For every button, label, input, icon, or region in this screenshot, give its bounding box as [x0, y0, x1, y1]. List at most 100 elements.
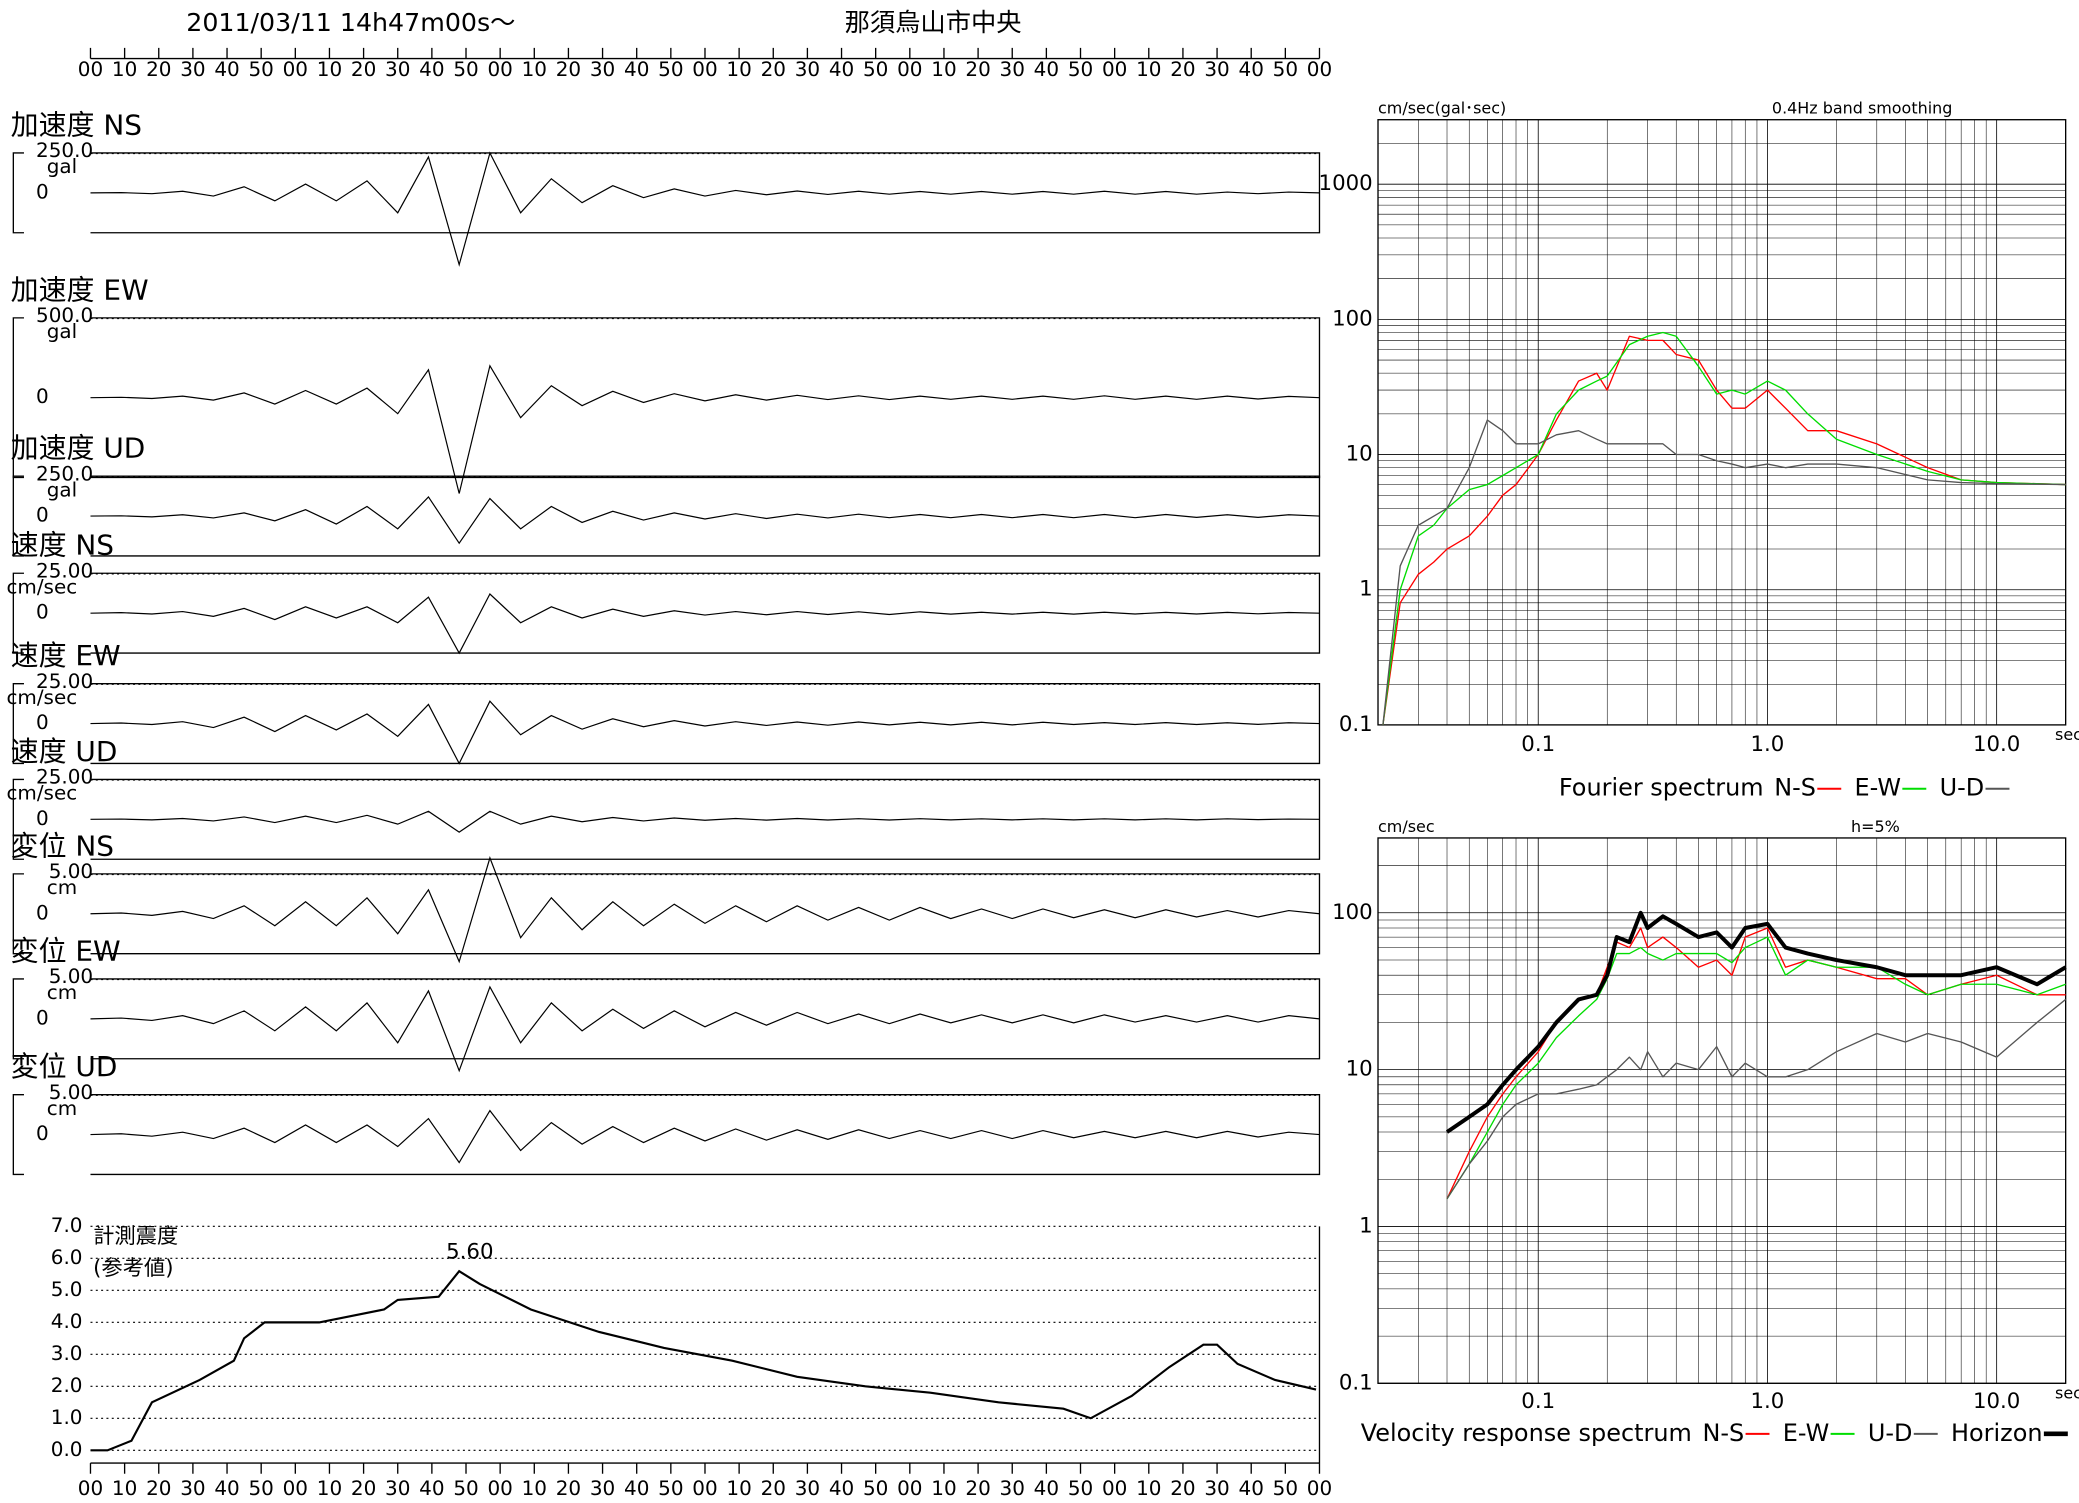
x-tick-label: 20	[146, 1476, 171, 1500]
line	[1446, 927, 2066, 1200]
x-tick-label: 20	[146, 57, 171, 81]
x-tick-label: 40	[1034, 1476, 1059, 1500]
x-tick-label: 0.1	[1521, 732, 1555, 757]
legend-label: E-W	[1855, 774, 1901, 802]
x-tick-label: 50	[863, 1476, 888, 1500]
y-tick-label: 1000	[1319, 171, 1373, 196]
x-tick-label: 00	[487, 57, 512, 81]
y-tick-label: 500.0	[36, 303, 93, 327]
trace-bracket	[12, 778, 24, 860]
x-tick-label: 30	[385, 1476, 410, 1500]
x-tick-label: 00	[897, 1476, 922, 1500]
x-tick-label: 20	[965, 57, 990, 81]
x-tick-label: 20	[1170, 1476, 1195, 1500]
x-tick-label: 20	[351, 1476, 376, 1500]
y-axis-label: 計測震度	[93, 1224, 178, 1249]
x-tick-label: 00	[283, 1476, 308, 1500]
y-tick-label: 5.0	[51, 1277, 83, 1301]
x-tick-label: 20	[351, 57, 376, 81]
y-tick-label: 5.00	[49, 1080, 93, 1104]
line	[1446, 998, 2067, 1200]
line	[1382, 419, 2066, 725]
x-tick-label: 50	[248, 57, 273, 81]
y-unit: cm	[47, 1096, 77, 1120]
x-tick-label: 20	[556, 1476, 581, 1500]
x-tick-label: 00	[1102, 57, 1127, 81]
x-tick-label: 10	[931, 57, 956, 81]
x-axis-label: sec	[2055, 1383, 2079, 1402]
waveform	[90, 364, 1320, 494]
x-axis-label: sec	[2055, 725, 2079, 744]
x-tick-label: 00	[1307, 57, 1332, 81]
x-tick-label: 40	[1034, 57, 1059, 81]
trace-label: 速度 UD	[11, 735, 118, 768]
y-unit: cm/sec	[6, 781, 77, 805]
x-tick-label: 20	[761, 57, 786, 81]
x-tick-label: 40	[419, 1476, 444, 1500]
legend-title: Fourier spectrum	[1559, 774, 1764, 802]
legend-label: Horizon	[1951, 1419, 2043, 1447]
y-tick-label: 5.00	[49, 859, 93, 883]
x-tick-label: 50	[863, 57, 888, 81]
x-tick-label: 10	[112, 1476, 137, 1500]
x-tick-label: 30	[1000, 1476, 1025, 1500]
x-tick-label: 10	[1136, 1476, 1161, 1500]
y-tick-label: 0.1	[1339, 1370, 1373, 1395]
trace-label: 加速度 EW	[11, 273, 149, 306]
y-tick-label: 5.00	[49, 964, 93, 988]
x-tick-label: 10	[112, 57, 137, 81]
x-tick-label: 00	[78, 57, 103, 81]
y-unit: cm	[47, 875, 77, 899]
x-tick-label: 40	[624, 1476, 649, 1500]
line	[90, 1269, 1317, 1452]
line	[1382, 331, 2066, 725]
legend-title: Velocity response spectrum	[1361, 1419, 1692, 1447]
chart-subtitle: 那須烏山市中央	[845, 8, 1022, 37]
y-unit: cm/sec	[6, 685, 77, 709]
trace-label: 変位 NS	[11, 829, 114, 862]
trace-label: 変位 EW	[11, 934, 121, 967]
trace-label: 加速度 NS	[11, 108, 142, 141]
plot-frame	[1377, 837, 2067, 1384]
x-tick-label: 10	[1136, 57, 1161, 81]
x-tick-label: 0.1	[1521, 1389, 1555, 1414]
x-tick-label: 10	[522, 1476, 547, 1500]
legend-label: E-W	[1783, 1419, 1829, 1447]
trace-label: 変位 UD	[11, 1050, 118, 1083]
x-tick-label: 40	[829, 57, 854, 81]
trace-bracket	[12, 873, 24, 955]
y-tick-label: 10	[1346, 442, 1373, 467]
x-tick-label: 50	[1068, 1476, 1093, 1500]
x-tick-label: 00	[487, 1476, 512, 1500]
x-tick-label: 30	[795, 1476, 820, 1500]
x-tick-label: 30	[590, 1476, 615, 1500]
x-tick-label: 50	[248, 1476, 273, 1500]
y-tick-label: 25.00	[36, 669, 93, 693]
x-tick-label: 00	[897, 57, 922, 81]
y-tick-label: 25.00	[36, 765, 93, 789]
x-tick-label: 10	[726, 1476, 751, 1500]
x-tick-label: 30	[1204, 1476, 1229, 1500]
y-tick-label: 100	[1332, 900, 1373, 925]
y-tick-label: 1	[1359, 1213, 1373, 1238]
y-tick-label: 0	[36, 179, 49, 203]
y-unit: gal	[47, 154, 77, 178]
y-axis-label: cm/sec(gal･sec)	[1378, 99, 1506, 118]
x-tick-label: 50	[453, 1476, 478, 1500]
y-tick-label: 6.0	[51, 1245, 83, 1269]
y-tick-label: 250.0	[36, 138, 93, 162]
chart-subtitle: h=5%	[1851, 817, 1900, 836]
x-tick-label: 50	[1068, 57, 1093, 81]
y-axis-note: (参考値)	[93, 1256, 173, 1281]
plot-frame	[1377, 119, 2067, 726]
waveform	[90, 495, 1320, 545]
chart-title: 2011/03/11 14h47m00s〜	[186, 8, 515, 37]
x-tick-label: 00	[283, 57, 308, 81]
waveform	[90, 700, 1320, 765]
y-unit: gal	[47, 319, 77, 343]
x-tick-label: 40	[214, 1476, 239, 1500]
x-tick-label: 00	[692, 1476, 717, 1500]
y-tick-label: 2.0	[51, 1373, 83, 1397]
x-tick-label: 50	[658, 57, 683, 81]
